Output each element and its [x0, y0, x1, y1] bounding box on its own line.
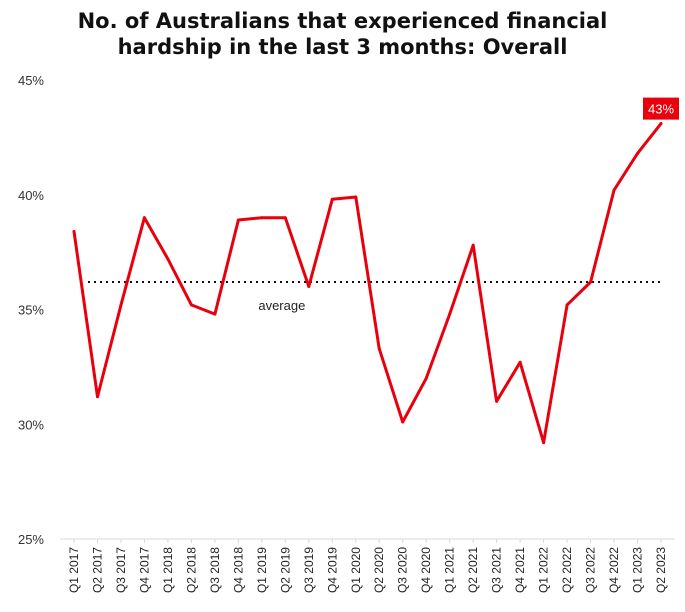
x-tick-label: Q3 2018 — [208, 547, 222, 593]
data-point — [401, 420, 405, 424]
x-tick-label: Q1 2020 — [349, 547, 363, 593]
average-label: average — [258, 298, 305, 313]
x-tick-label: Q4 2020 — [419, 547, 433, 593]
y-tick-label: 45% — [18, 73, 44, 88]
y-tick-label: 40% — [18, 188, 44, 203]
series-line — [72, 122, 663, 445]
data-point — [424, 376, 428, 380]
data-point — [119, 303, 123, 307]
x-tick-label: Q3 2017 — [114, 547, 128, 593]
x-tick-label: Q2 2021 — [466, 547, 480, 593]
y-tick-label: 25% — [18, 532, 44, 547]
x-tick-label: Q1 2021 — [443, 547, 457, 593]
data-point — [495, 399, 499, 403]
value-callout-label: 43% — [648, 102, 674, 117]
data-point — [142, 216, 146, 220]
data-point — [542, 441, 546, 445]
x-tick-label: Q4 2022 — [607, 547, 621, 593]
data-point — [307, 285, 311, 289]
data-point — [189, 303, 193, 307]
data-point — [448, 312, 452, 316]
data-point — [330, 197, 334, 201]
x-tick-label: Q4 2017 — [137, 547, 151, 593]
data-point — [377, 347, 381, 351]
x-tick-label: Q2 2020 — [372, 547, 386, 593]
data-point — [518, 360, 522, 364]
data-point — [565, 303, 569, 307]
x-tick-label: Q4 2021 — [513, 547, 527, 593]
data-point — [166, 257, 170, 261]
x-tick-label: Q2 2019 — [278, 547, 292, 593]
data-point — [636, 151, 640, 155]
x-tick-label: Q3 2021 — [490, 547, 504, 593]
data-point — [95, 395, 99, 399]
data-point — [260, 216, 264, 220]
x-tick-label: Q3 2020 — [396, 547, 410, 593]
data-point — [659, 122, 663, 126]
y-tick-label: 35% — [18, 303, 44, 318]
data-point — [354, 195, 358, 199]
chart-title: No. of Australians that experienced fina… — [0, 8, 685, 60]
data-point — [589, 280, 593, 284]
chart-title-line-2: hardship in the last 3 months: Overall — [117, 35, 568, 59]
chart-title-line-1: No. of Australians that experienced fina… — [77, 9, 608, 33]
x-tick-label: Q4 2019 — [325, 547, 339, 593]
data-point — [72, 229, 76, 233]
data-point — [213, 312, 217, 316]
x-tick-label: Q4 2018 — [231, 547, 245, 593]
x-tick-label: Q1 2023 — [631, 547, 645, 593]
x-tick-label: Q2 2023 — [654, 547, 668, 593]
data-point — [612, 188, 616, 192]
x-tick-label: Q2 2022 — [560, 547, 574, 593]
x-tick-label: Q1 2022 — [537, 547, 551, 593]
y-tick-label: 30% — [18, 417, 44, 432]
x-tick-label: Q1 2018 — [161, 547, 175, 593]
data-point — [236, 218, 240, 222]
value-callout-badge — [643, 97, 679, 120]
x-tick-label: Q2 2018 — [184, 547, 198, 593]
x-tick-label: Q3 2019 — [302, 547, 316, 593]
x-tick-label: Q1 2017 — [67, 547, 81, 593]
x-tick-label: Q1 2019 — [255, 547, 269, 593]
data-point — [283, 216, 287, 220]
x-tick-label: Q2 2017 — [90, 547, 104, 593]
x-tick-label: Q3 2022 — [584, 547, 598, 593]
data-point — [471, 243, 475, 247]
